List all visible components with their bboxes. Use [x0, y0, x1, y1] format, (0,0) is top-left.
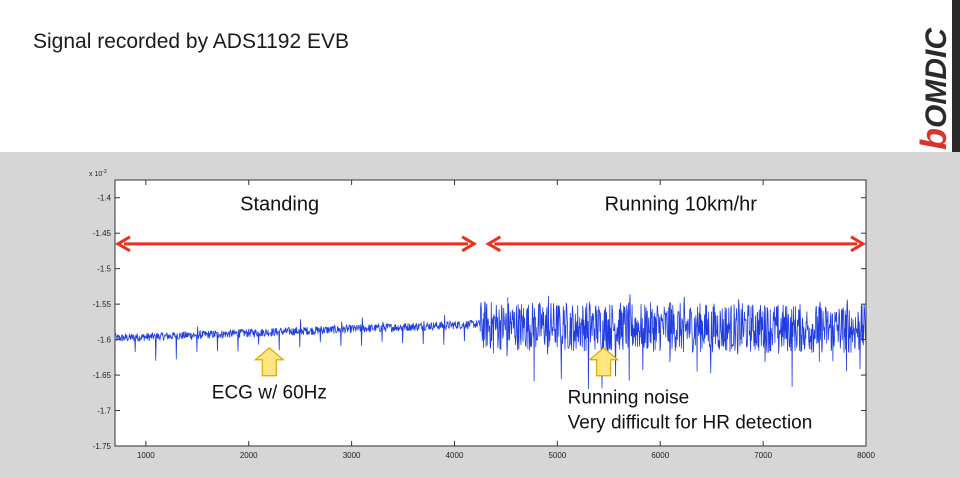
annotation-label: Running noise	[568, 387, 689, 408]
x-tick-label: 5000	[548, 451, 566, 460]
span-double-arrow	[485, 235, 866, 253]
up-arrow-icon	[588, 346, 620, 377]
logo-wordmark: bOMDIC	[913, 27, 954, 150]
y-exponent-label: x 10-3	[89, 169, 107, 178]
bomdic-logo: bOMDIC	[908, 0, 960, 160]
y-tick-label: -1.7	[97, 407, 111, 416]
y-tick-label: -1.55	[93, 300, 112, 309]
span-double-arrow	[115, 235, 478, 253]
annotation-label: ECG w/ 60Hz	[212, 382, 327, 403]
x-tick-label: 4000	[446, 451, 464, 460]
y-tick-label: -1.75	[93, 442, 112, 451]
y-tick-label: -1.5	[97, 265, 111, 274]
y-tick-label: -1.4	[97, 194, 111, 203]
signal-series-line	[114, 294, 867, 390]
x-tick-label: 8000	[857, 451, 875, 460]
annotation-label: Standing	[240, 194, 319, 216]
x-tick-label: 6000	[651, 451, 669, 460]
y-tick-label: -1.45	[93, 229, 112, 238]
slide-title: Signal recorded by ADS1192 EVB	[33, 30, 349, 53]
signal-chart: 1000 2000 3000 4000 5000 6000 7000 8000 -1.4 -1.4…	[89, 169, 875, 460]
annotation-label: Very difficult for HR detection	[568, 412, 813, 433]
x-tick-label: 2000	[240, 451, 258, 460]
up-arrow-icon	[253, 346, 285, 377]
x-tick-label: 3000	[343, 451, 361, 460]
y-tick-label: -1.6	[97, 336, 111, 345]
annotation-label: Running 10km/hr	[605, 194, 758, 216]
y-tick-label: -1.65	[93, 371, 112, 380]
x-tick-label: 1000	[137, 451, 155, 460]
x-tick-label: 7000	[754, 451, 772, 460]
